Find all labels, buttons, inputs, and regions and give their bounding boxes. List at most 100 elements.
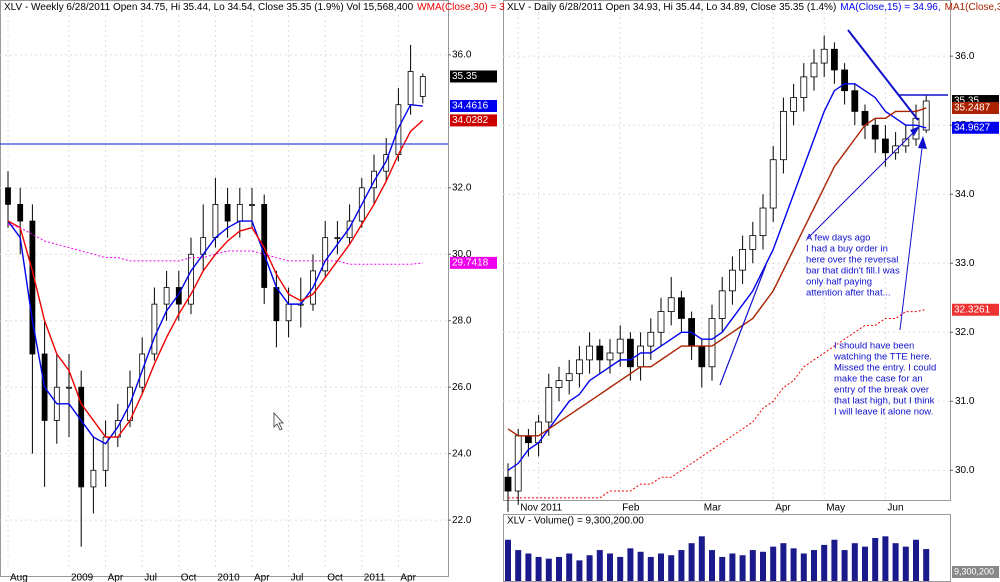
right-plot-frame <box>503 0 951 501</box>
x-tick-label: Nov <box>520 503 538 514</box>
x-tick-label: Apr <box>254 573 270 582</box>
candle-body <box>820 48 828 64</box>
volume-bar <box>637 551 644 581</box>
volume-bar <box>913 539 919 581</box>
value-tag <box>952 566 999 578</box>
y-tick-label: 22.0 <box>452 515 472 526</box>
candle-body <box>5 187 11 205</box>
volume-bar <box>780 543 787 581</box>
legend-entry: WMA(Close,30) = 3 <box>417 2 505 13</box>
y-tick-label: 34.0 <box>955 189 975 200</box>
candle-body <box>606 352 614 361</box>
volume-bar <box>760 551 766 581</box>
mouse-cursor <box>273 411 284 431</box>
x-tick-label: May <box>826 503 845 514</box>
volume-bar <box>658 553 664 581</box>
x-tick-label: Apr <box>108 573 124 582</box>
candle-body <box>780 110 787 161</box>
y-tick-label: 36.0 <box>955 51 975 62</box>
value-tag <box>450 100 497 113</box>
candle-body <box>841 69 848 92</box>
volume-bar <box>698 536 705 581</box>
y-tick-label: 31.0 <box>955 396 975 407</box>
value-tag-label: 34.9627 <box>954 122 991 133</box>
candle-body <box>212 204 219 239</box>
title-text: XLV - Daily 6/28/2011 Open 34.93, Hi 35.… <box>507 2 836 13</box>
x-tick-label: Apr <box>400 573 416 582</box>
value-tag-label: 35.35 <box>452 71 477 82</box>
candle-body <box>175 287 182 305</box>
candle-body <box>383 154 390 172</box>
volume-bar <box>923 549 930 581</box>
candle-body <box>419 76 426 97</box>
candle-body <box>151 303 158 355</box>
left-axis-area <box>449 0 501 582</box>
annotation: I will leave it alone now. <box>834 407 933 418</box>
candle-body <box>565 373 573 381</box>
support-trendline <box>719 264 767 386</box>
annotation: make the case for an <box>834 374 923 385</box>
candle-body <box>224 204 231 222</box>
volume-bar <box>566 553 573 581</box>
candle-body <box>90 469 97 488</box>
volume-bar <box>882 536 889 581</box>
value-tag-label: 34.0282 <box>452 115 489 126</box>
x-tick-label: Oct <box>327 573 343 582</box>
annotation: entry of the break over <box>834 385 929 396</box>
y-tick-label: 24.0 <box>452 448 472 459</box>
x-tick-label: Jun <box>887 503 903 514</box>
candle-body <box>627 338 634 368</box>
candle-body <box>346 220 353 239</box>
x-tick-label: 2009 <box>71 573 94 582</box>
moving-average <box>508 309 927 499</box>
volume-bar <box>719 556 726 581</box>
right-axis-area <box>951 0 1000 582</box>
volume-bar <box>688 543 695 581</box>
candle-body <box>322 237 329 272</box>
volume-bar <box>831 539 838 581</box>
chart-title: XLV - Volume() = 9,300,200.00 <box>507 516 644 527</box>
candle-body <box>739 249 746 271</box>
candle-body <box>718 290 726 319</box>
x-tick-label: 2011 <box>541 503 563 514</box>
candle-body <box>851 90 859 112</box>
volume-bar <box>556 556 562 581</box>
trendline <box>847 29 919 121</box>
value-tag <box>450 114 497 127</box>
candle-body <box>555 380 563 388</box>
arrow-line <box>807 129 917 239</box>
chart-title: XLV - Daily 6/28/2011 Open 34.93, Hi 35.… <box>507 2 1000 13</box>
x-tick-label: Apr <box>775 503 791 514</box>
volume-bar <box>709 550 715 581</box>
annotation: that last high, but I think <box>834 396 935 407</box>
volume-bar <box>811 550 817 581</box>
volume-bar <box>862 546 868 581</box>
candle-body <box>698 345 706 368</box>
chart-title: XLV - Weekly 6/28/2011 Open 34.75, Hi 35… <box>4 2 505 13</box>
y-tick-label: 36.0 <box>452 50 472 61</box>
candle-body <box>586 345 593 361</box>
value-tag-label: 34.4616 <box>452 101 489 112</box>
volume-bar <box>790 548 797 581</box>
volume-bar <box>729 553 736 581</box>
candle-body <box>831 48 838 71</box>
x-tick-label: 2010 <box>217 573 240 582</box>
candle-body <box>678 297 685 319</box>
candle-body <box>800 76 808 98</box>
x-tick-label: 2011 <box>364 573 386 582</box>
candle-body <box>667 297 675 312</box>
annotation: I should have been <box>834 341 914 352</box>
candle-body <box>188 253 194 305</box>
volume-bar <box>617 556 624 581</box>
x-tick-label: Jul <box>144 573 157 582</box>
moving-average <box>507 83 927 471</box>
value-tag-label: 9,300,200 <box>954 566 994 576</box>
candle-body <box>616 338 624 354</box>
volume-bar <box>515 550 522 581</box>
candle-body <box>407 71 414 106</box>
volume-bar <box>647 556 654 581</box>
candle-body <box>892 145 899 154</box>
value-tag-label: 32.3261 <box>954 304 991 315</box>
candle-body <box>285 303 292 322</box>
